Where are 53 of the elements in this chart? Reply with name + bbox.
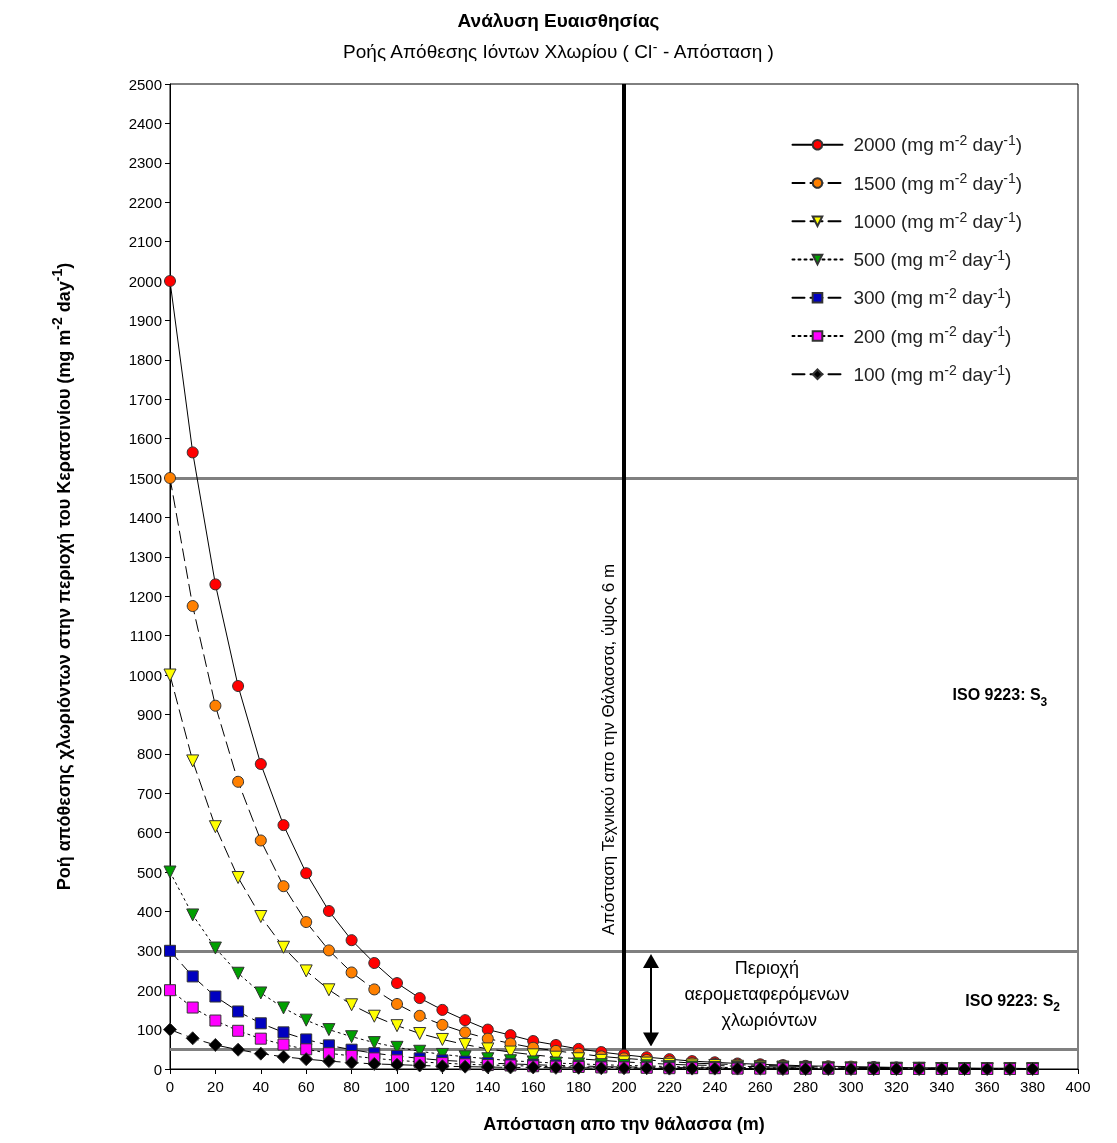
x-tick-label: 380 <box>1020 1078 1046 1095</box>
x-tick-label: 280 <box>793 1078 819 1095</box>
y-tick-label: 1700 <box>128 390 162 408</box>
y-tick-label: 100 <box>136 1021 162 1039</box>
y-tick-label: 0 <box>153 1060 162 1078</box>
x-tick-label: 240 <box>702 1078 728 1095</box>
y-tick-label: 1800 <box>128 351 162 369</box>
x-tick-label: 40 <box>252 1078 270 1095</box>
x-tick-label: 80 <box>343 1078 360 1095</box>
y-tick-label: 600 <box>136 824 162 842</box>
y-tick-label: 1600 <box>128 430 162 448</box>
y-tick-label: 1200 <box>128 587 162 605</box>
x-tick-label: 360 <box>974 1078 1000 1095</box>
y-tick-label: 400 <box>136 902 162 920</box>
y-tick-label: 1400 <box>128 508 162 526</box>
x-tick-label: 100 <box>384 1078 410 1095</box>
y-tick-label: 500 <box>136 863 162 881</box>
x-tick-label: 300 <box>838 1078 864 1095</box>
y-tick-label: 1000 <box>128 666 162 684</box>
ref-line-label: Απόσταση Τεχνικού απο την Θάλασσα, ύψος 6 m <box>598 563 618 936</box>
y-tick-label: 2200 <box>128 193 162 211</box>
y-tick-label: 300 <box>136 942 162 960</box>
x-tick-label: 60 <box>297 1078 315 1095</box>
x-tick-label: 160 <box>520 1078 546 1095</box>
y-tick-label: 800 <box>136 745 162 763</box>
y-tick-label: 2100 <box>128 233 162 251</box>
x-tick-label: 140 <box>475 1078 501 1095</box>
chart-subtitle: Ροής Απόθεσης Ιόντων Χλωρίου ( Cl- - Απόσταση ) <box>343 39 774 63</box>
x-tick-label: 340 <box>929 1078 955 1095</box>
y-tick-label: 1500 <box>128 469 162 487</box>
y-axis-title: Ροή απόθεσης χλωριόντων στην περιοχή του Κερατσινίου (mg m-2 day-1) <box>49 262 74 891</box>
x-axis-title: Απόσταση απο την θάλασσα (m) <box>483 1114 765 1134</box>
x-tick-label: 180 <box>566 1078 592 1095</box>
annotation: Περιοχή αερομεταφερόμενων χλωριόντων <box>684 958 855 1031</box>
y-tick-label: 2400 <box>128 114 162 132</box>
y-tick-label: 1300 <box>128 548 162 566</box>
x-tick-label: 0 <box>165 1078 175 1095</box>
x-tick-label: 200 <box>611 1078 637 1095</box>
y-tick-label: 2000 <box>128 272 162 290</box>
y-tick-label: 2300 <box>128 154 162 172</box>
y-tick-label: 1900 <box>128 311 162 329</box>
chart-title: Ανάλυση Ευαισθησίας <box>457 10 660 31</box>
y-tick-label: 900 <box>136 705 162 723</box>
y-tick-label: 2500 <box>128 75 162 93</box>
y-tick-label: 1100 <box>129 627 162 645</box>
x-tick-label: 120 <box>429 1078 455 1095</box>
y-tick-label: 200 <box>136 981 162 999</box>
y-tick-label: 700 <box>136 784 162 802</box>
x-tick-label: 220 <box>656 1078 682 1095</box>
x-tick-label: 20 <box>207 1078 224 1095</box>
x-tick-label: 320 <box>883 1078 909 1095</box>
x-tick-label: 400 <box>1065 1078 1091 1095</box>
x-tick-label: 260 <box>747 1078 773 1095</box>
